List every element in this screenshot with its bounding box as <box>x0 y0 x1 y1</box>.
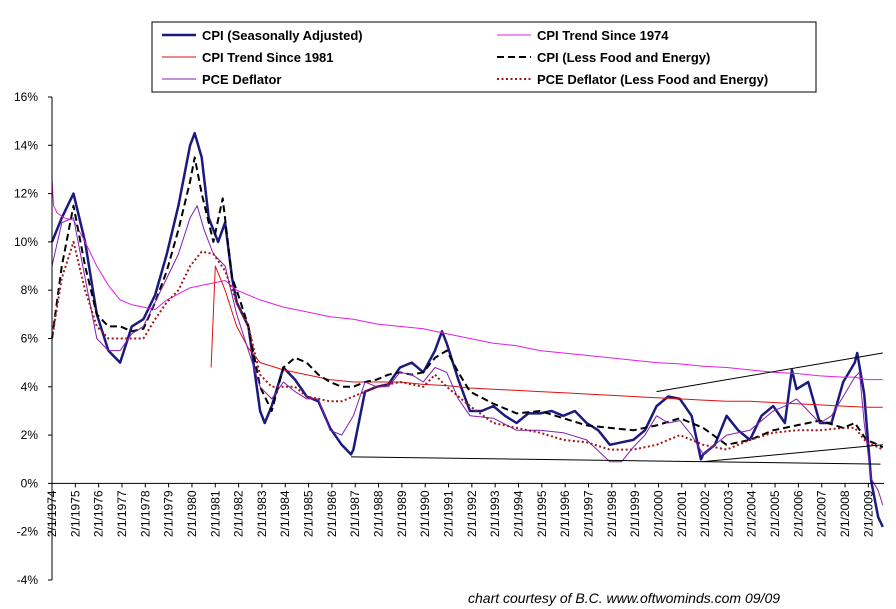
x-tick-label: 2/1/2005 <box>768 490 782 537</box>
y-tick-label: -2% <box>17 525 39 539</box>
x-tick-label: 2/1/1976 <box>92 490 106 537</box>
x-tick-label: 2/1/1984 <box>278 490 292 537</box>
x-tick-label: 2/1/1990 <box>418 490 432 537</box>
x-tick-label: 2/1/1986 <box>325 490 339 537</box>
axes: -4% -2% 0% 2% 4% 6% 8% 10% 12% 14% 16% 2/1/1974 2/1/… <box>14 90 884 587</box>
series-line <box>51 205 884 506</box>
y-tick-label: 2% <box>21 428 39 442</box>
series-line <box>51 240 884 451</box>
x-tick-label: 2/1/1992 <box>465 490 479 537</box>
x-tick-label: 2/1/1981 <box>208 490 222 537</box>
series-line <box>210 265 883 408</box>
x-tick-label: 2/1/2001 <box>675 490 689 537</box>
legend-label: CPI Trend Since 1981 <box>202 50 334 65</box>
x-tick-label: 2/1/2009 <box>861 490 875 537</box>
y-tick-label: 10% <box>14 235 38 249</box>
x-tick-label: 2/1/1974 <box>45 490 59 537</box>
x-tick-label: 2/1/1980 <box>185 490 199 537</box>
x-tick-label: 2/1/1989 <box>395 490 409 537</box>
trend-channel-line <box>351 456 881 465</box>
x-tick-label: 2/1/1993 <box>488 490 502 537</box>
trend-channel-line <box>703 444 883 463</box>
legend-box <box>151 21 817 93</box>
x-tick-label: 2/1/1985 <box>302 490 316 537</box>
legend: CPI (Seasonally Adjusted) CPI Trend Since… <box>151 21 817 93</box>
y-tick-label: 16% <box>14 90 38 104</box>
legend-label: CPI (Less Food and Energy) <box>537 50 710 65</box>
y-tick-label: 6% <box>21 332 39 346</box>
y-tick-label: 14% <box>14 138 38 152</box>
y-tick-label: 12% <box>14 187 38 201</box>
legend-label: PCE Deflator (Less Food and Energy) <box>537 72 768 87</box>
series-line <box>51 179 883 381</box>
legend-label: CPI (Seasonally Adjusted) <box>202 28 363 43</box>
chart-credit: chart courtesy of B.C. www.oftwominds.co… <box>468 590 780 606</box>
x-tick-label: 2/1/1975 <box>68 490 82 537</box>
y-tick-label: -4% <box>17 573 39 587</box>
x-tick-label: 2/1/1996 <box>558 490 572 537</box>
x-tick-label: 2/1/1997 <box>581 490 595 537</box>
x-tick-label: 2/1/1988 <box>372 490 386 537</box>
x-tick-label: 2/1/1987 <box>348 490 362 537</box>
x-tick-label: 2/1/2007 <box>815 490 829 537</box>
x-tick-label: 2/1/1977 <box>115 490 129 537</box>
trend-channel-line <box>656 352 883 393</box>
x-tick-label: 2/1/2006 <box>791 490 805 537</box>
x-tick-label: 2/1/1982 <box>232 490 246 537</box>
x-tick-label: 2/1/1995 <box>535 490 549 537</box>
x-tick-label: 2/1/1979 <box>162 490 176 537</box>
legend-label: PCE Deflator <box>202 72 281 87</box>
y-tick-label: 8% <box>21 283 39 297</box>
series-lines <box>50 131 884 528</box>
y-tick-label: 0% <box>21 476 39 490</box>
series-line <box>50 131 884 528</box>
x-tick-label: 2/1/2002 <box>698 490 712 537</box>
x-tick-label: 2/1/2004 <box>745 490 759 537</box>
x-tick-label: 2/1/1999 <box>628 490 642 537</box>
x-tick-label: 2/1/1998 <box>605 490 619 537</box>
y-tick-label: 4% <box>21 380 39 394</box>
x-tick-label: 2/1/2003 <box>721 490 735 537</box>
legend-label: CPI Trend Since 1974 <box>537 28 669 43</box>
x-tick-label: 2/1/1983 <box>255 490 269 537</box>
x-tick-label: 2/1/2000 <box>651 490 665 537</box>
x-tick-label: 2/1/2008 <box>838 490 852 537</box>
x-tick-label: 2/1/1978 <box>138 490 152 537</box>
x-tick-label: 2/1/1991 <box>442 490 456 537</box>
x-tick-label: 2/1/1994 <box>511 490 525 537</box>
